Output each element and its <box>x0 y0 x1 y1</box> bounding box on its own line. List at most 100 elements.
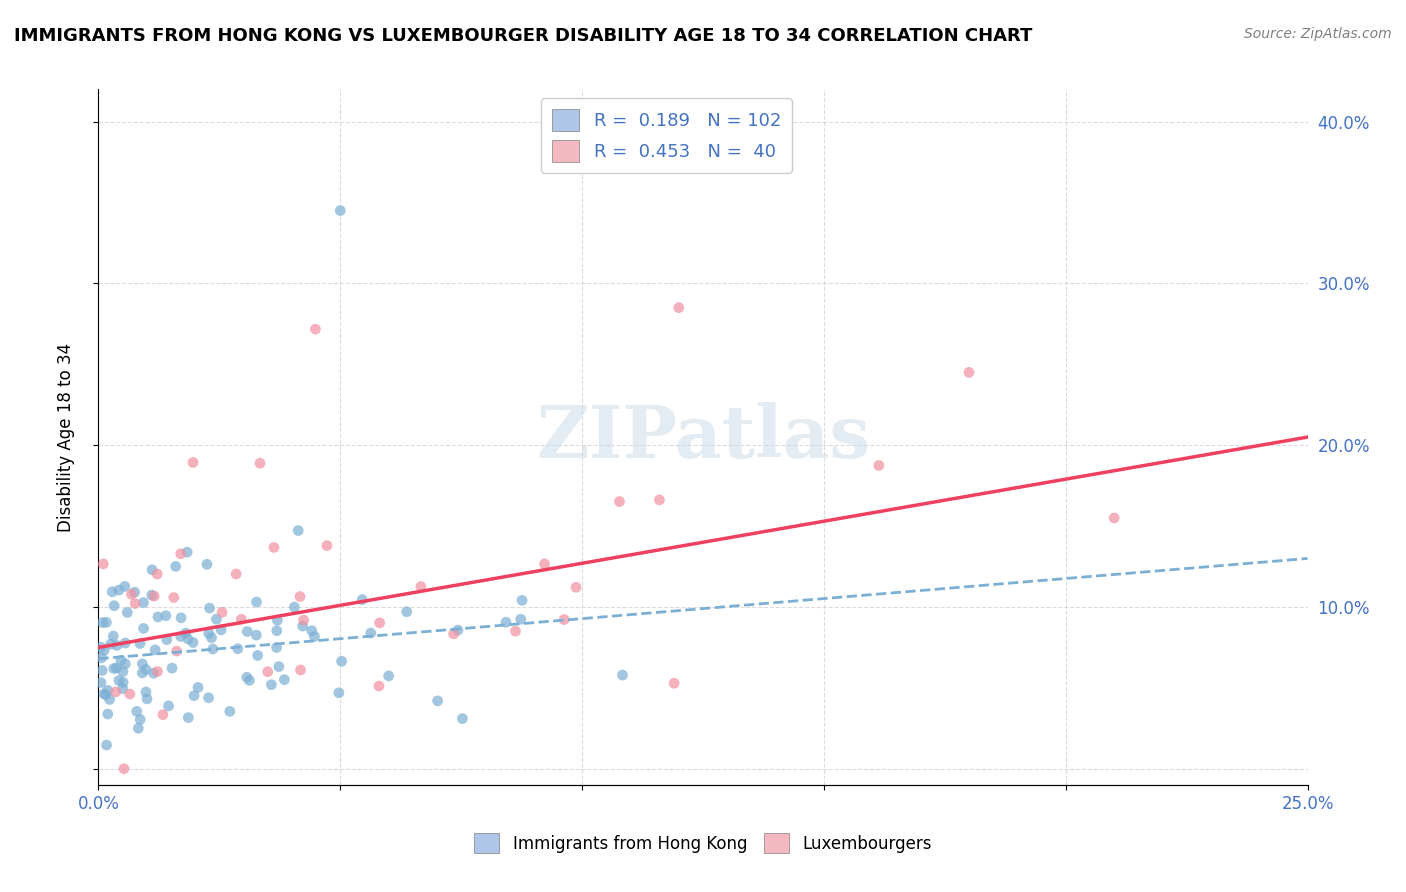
Point <box>565 580 588 594</box>
Point <box>553 613 575 627</box>
Point <box>142 666 165 681</box>
Point <box>209 623 232 637</box>
Point <box>245 628 267 642</box>
Point <box>146 665 169 679</box>
Point <box>163 591 186 605</box>
Point <box>90 675 112 690</box>
Point <box>132 622 155 636</box>
Point <box>91 615 114 630</box>
Point <box>510 593 533 607</box>
Point <box>668 301 690 315</box>
Point <box>135 662 157 676</box>
Point <box>105 639 128 653</box>
Point <box>236 624 259 639</box>
Text: ZIPatlas: ZIPatlas <box>536 401 870 473</box>
Point <box>197 690 219 705</box>
Point <box>263 541 285 555</box>
Point <box>114 636 136 650</box>
Point <box>211 605 233 619</box>
Point <box>96 738 118 752</box>
Point <box>238 673 260 688</box>
Point <box>124 585 146 599</box>
Point <box>93 643 115 657</box>
Point <box>170 547 193 561</box>
Point <box>93 687 115 701</box>
Text: IMMIGRANTS FROM HONG KONG VS LUXEMBOURGER DISABILITY AGE 18 TO 34 CORRELATION CH: IMMIGRANTS FROM HONG KONG VS LUXEMBOURGE… <box>14 27 1032 45</box>
Point <box>97 683 120 698</box>
Point <box>135 685 157 699</box>
Point <box>98 692 121 706</box>
Point <box>288 590 311 604</box>
Point <box>245 595 267 609</box>
Point <box>146 610 169 624</box>
Point <box>181 635 204 649</box>
Point <box>267 659 290 673</box>
Point <box>108 673 131 688</box>
Point <box>141 563 163 577</box>
Point <box>157 698 180 713</box>
Point <box>90 640 112 655</box>
Point <box>125 704 148 718</box>
Point <box>131 657 153 671</box>
Point <box>127 721 149 735</box>
Point <box>868 458 890 473</box>
Point <box>266 624 288 638</box>
Point <box>1102 511 1125 525</box>
Point <box>283 600 305 615</box>
Point <box>195 558 218 572</box>
Point <box>111 681 134 696</box>
Point <box>609 494 631 508</box>
Point <box>509 612 531 626</box>
Point <box>131 665 153 680</box>
Point <box>205 612 228 626</box>
Point <box>328 686 350 700</box>
Point <box>200 631 222 645</box>
Point <box>225 566 247 581</box>
Point <box>96 615 118 630</box>
Point <box>183 689 205 703</box>
Point <box>100 637 122 651</box>
Point <box>129 713 152 727</box>
Point <box>108 583 131 598</box>
Point <box>132 595 155 609</box>
Point <box>129 636 152 650</box>
Point <box>105 661 128 675</box>
Point <box>152 707 174 722</box>
Point <box>170 611 193 625</box>
Point <box>287 524 309 538</box>
Point <box>101 584 124 599</box>
Point <box>198 601 221 615</box>
Point <box>177 710 200 724</box>
Point <box>612 668 634 682</box>
Point <box>304 629 326 643</box>
Point <box>266 613 288 627</box>
Point <box>329 203 352 218</box>
Point <box>231 612 253 626</box>
Point <box>301 624 323 638</box>
Point <box>181 455 204 469</box>
Point <box>124 597 146 611</box>
Point <box>447 623 470 637</box>
Point <box>174 626 197 640</box>
Point <box>352 592 374 607</box>
Point <box>533 557 555 571</box>
Point <box>198 626 221 640</box>
Point <box>90 651 112 665</box>
Point <box>957 365 980 379</box>
Point <box>236 670 259 684</box>
Point <box>155 608 177 623</box>
Point <box>246 648 269 663</box>
Point <box>368 679 391 693</box>
Point <box>91 557 114 571</box>
Point <box>91 664 114 678</box>
Point <box>505 624 527 639</box>
Point <box>290 663 312 677</box>
Point <box>156 632 179 647</box>
Point <box>662 676 685 690</box>
Point <box>117 606 139 620</box>
Point <box>218 704 240 718</box>
Point <box>111 665 134 679</box>
Point <box>368 615 391 630</box>
Point <box>143 589 166 603</box>
Point <box>112 675 135 690</box>
